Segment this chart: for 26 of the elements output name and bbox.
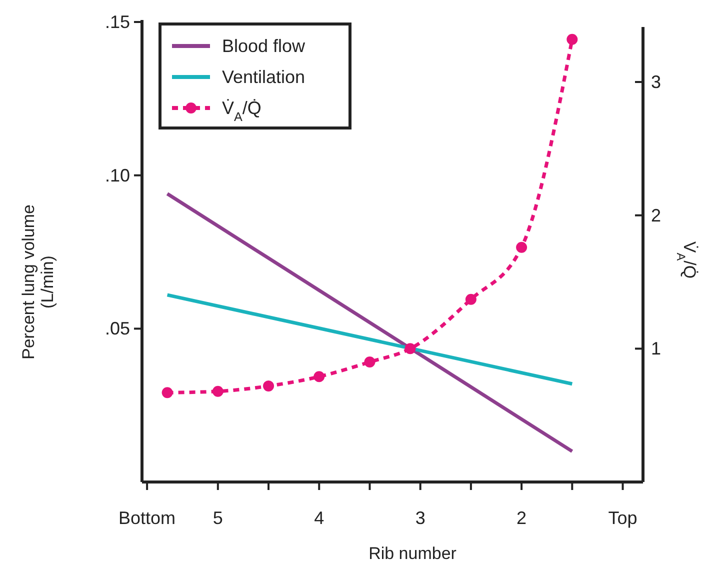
- y2-tick-label: 1: [651, 338, 662, 359]
- x-axis-title: Rib number: [368, 544, 457, 563]
- x-tick-label: 2: [516, 508, 527, 528]
- point: [212, 386, 224, 397]
- legend-label: Blood flow: [222, 36, 306, 56]
- x-tick-label: 3: [415, 508, 426, 528]
- y-axis-title: Percent lung volume (L/min): [19, 204, 57, 360]
- point: [516, 242, 528, 253]
- legend-label: V̇$_{A}$/Q̇: [222, 98, 262, 124]
- x-tick-label: 5: [212, 508, 223, 528]
- point: [566, 34, 578, 45]
- point: [263, 380, 274, 392]
- y2-tick-label: 2: [651, 205, 662, 226]
- point: [364, 356, 376, 368]
- y-tick-label: .05: [104, 318, 130, 339]
- x-tick-label: Top: [608, 508, 638, 528]
- y-tick-label: .15: [104, 12, 130, 32]
- legend-label: Ventilation: [222, 67, 306, 87]
- point: [404, 343, 416, 354]
- y-tick-label: .10: [104, 165, 130, 186]
- point: [465, 294, 476, 305]
- point: [314, 371, 325, 382]
- x-tick-label: 4: [314, 508, 324, 528]
- x-tick-label: Bottom: [118, 508, 176, 528]
- y2-tick-label: 3: [651, 72, 662, 92]
- point: [162, 387, 173, 398]
